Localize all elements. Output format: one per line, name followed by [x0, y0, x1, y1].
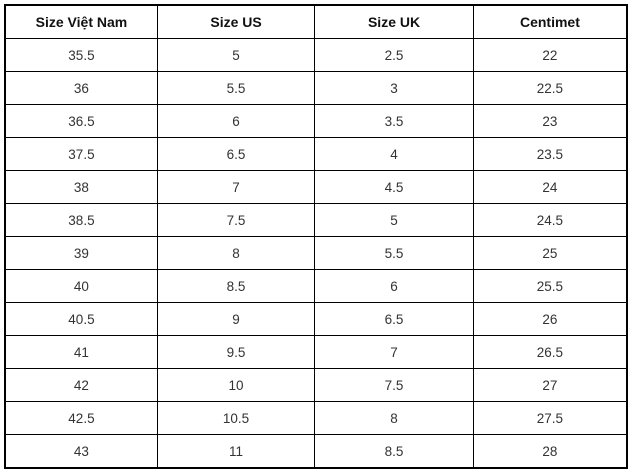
table-row: 39 8 5.5 25: [4, 236, 628, 270]
table-cell: 11: [156, 434, 316, 469]
table-cell: 5: [314, 203, 474, 237]
table-cell: 10.5: [156, 401, 316, 435]
table-body: 35.5 5 2.5 22 36 5.5 3 22.5 36.5 6 3.5 23 37.5 6.5 4 23…: [4, 38, 628, 469]
table-cell: 23: [472, 104, 628, 138]
table-row: 42.5 10.5 8 27.5: [4, 401, 628, 435]
table-cell: 7: [314, 335, 474, 369]
table-cell: 43: [4, 434, 158, 469]
table-cell: 10: [156, 368, 316, 402]
table-cell: 5.5: [314, 236, 474, 270]
table-row: 41 9.5 7 26.5: [4, 335, 628, 369]
column-header-size-vietnam: Size Việt Nam: [4, 4, 158, 39]
table-row: 38 7 4.5 24: [4, 170, 628, 204]
table-row: 38.5 7.5 5 24.5: [4, 203, 628, 237]
table-cell: 36.5: [4, 104, 158, 138]
table-row: 36.5 6 3.5 23: [4, 104, 628, 138]
table-cell: 26.5: [472, 335, 628, 369]
table-cell: 36: [4, 71, 158, 105]
table-cell: 42.5: [4, 401, 158, 435]
table-cell: 41: [4, 335, 158, 369]
table-cell: 40: [4, 269, 158, 303]
table-row: 37.5 6.5 4 23.5: [4, 137, 628, 171]
table-cell: 6.5: [314, 302, 474, 336]
table-cell: 6.5: [156, 137, 316, 171]
table-cell: 3: [314, 71, 474, 105]
table-cell: 5.5: [156, 71, 316, 105]
table-cell: 9.5: [156, 335, 316, 369]
table-cell: 5: [156, 38, 316, 72]
table-cell: 8.5: [156, 269, 316, 303]
table-row: 35.5 5 2.5 22: [4, 38, 628, 72]
table-cell: 9: [156, 302, 316, 336]
table-cell: 27: [472, 368, 628, 402]
table-row: 40 8.5 6 25.5: [4, 269, 628, 303]
table-cell: 25.5: [472, 269, 628, 303]
table-cell: 37.5: [4, 137, 158, 171]
table-cell: 25: [472, 236, 628, 270]
table-cell: 24.5: [472, 203, 628, 237]
table-row: 40.5 9 6.5 26: [4, 302, 628, 336]
table-cell: 8.5: [314, 434, 474, 469]
table-cell: 22.5: [472, 71, 628, 105]
table-cell: 38: [4, 170, 158, 204]
table-cell: 3.5: [314, 104, 474, 138]
table-cell: 4: [314, 137, 474, 171]
table-cell: 24: [472, 170, 628, 204]
table-cell: 8: [314, 401, 474, 435]
table-cell: 23.5: [472, 137, 628, 171]
table-cell: 28: [472, 434, 628, 469]
column-header-size-uk: Size UK: [314, 4, 474, 39]
table-cell: 26: [472, 302, 628, 336]
table-cell: 39: [4, 236, 158, 270]
table-cell: 4.5: [314, 170, 474, 204]
table-cell: 7.5: [156, 203, 316, 237]
table-cell: 22: [472, 38, 628, 72]
table-cell: 42: [4, 368, 158, 402]
table-cell: 7: [156, 170, 316, 204]
table-cell: 8: [156, 236, 316, 270]
column-header-centimet: Centimet: [472, 4, 628, 39]
table-cell: 6: [314, 269, 474, 303]
table-row: 43 11 8.5 28: [4, 434, 628, 469]
table-row: 36 5.5 3 22.5: [4, 71, 628, 105]
table-cell: 35.5: [4, 38, 158, 72]
table-cell: 27.5: [472, 401, 628, 435]
table-row: 42 10 7.5 27: [4, 368, 628, 402]
column-header-size-us: Size US: [156, 4, 316, 39]
table-cell: 7.5: [314, 368, 474, 402]
table-cell: 38.5: [4, 203, 158, 237]
size-conversion-table: Size Việt Nam Size US Size UK Centimet 3…: [4, 4, 628, 469]
table-cell: 40.5: [4, 302, 158, 336]
table-cell: 2.5: [314, 38, 474, 72]
table-header-row: Size Việt Nam Size US Size UK Centimet: [4, 4, 628, 39]
table-cell: 6: [156, 104, 316, 138]
